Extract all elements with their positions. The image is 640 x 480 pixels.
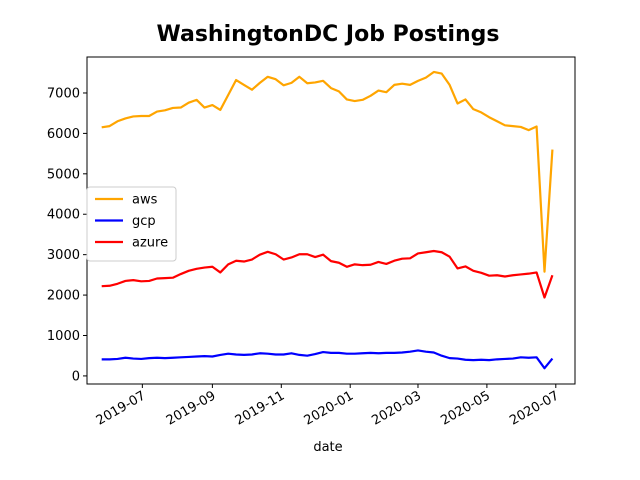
y-tick-label: 1000 bbox=[47, 329, 80, 344]
chart-title: WashingtonDC Job Postings bbox=[157, 22, 500, 47]
legend-label: azure bbox=[132, 236, 168, 251]
series-line bbox=[101, 70, 554, 273]
y-tick-label: 6000 bbox=[47, 127, 80, 142]
y-tick-label: 3000 bbox=[47, 248, 80, 263]
y-tick-label: 0 bbox=[72, 369, 80, 384]
y-tick-label: 7000 bbox=[47, 86, 80, 101]
series-line bbox=[101, 349, 554, 370]
legend-label: aws bbox=[132, 193, 158, 208]
y-tick-label: 4000 bbox=[47, 208, 80, 223]
legend: aws gcp azure bbox=[86, 186, 177, 262]
series-line bbox=[101, 249, 554, 299]
legend-label: gcp bbox=[132, 214, 156, 229]
y-tick-label: 2000 bbox=[47, 289, 80, 304]
x-axis-label: date bbox=[313, 440, 342, 455]
y-tick-label: 5000 bbox=[47, 167, 80, 182]
